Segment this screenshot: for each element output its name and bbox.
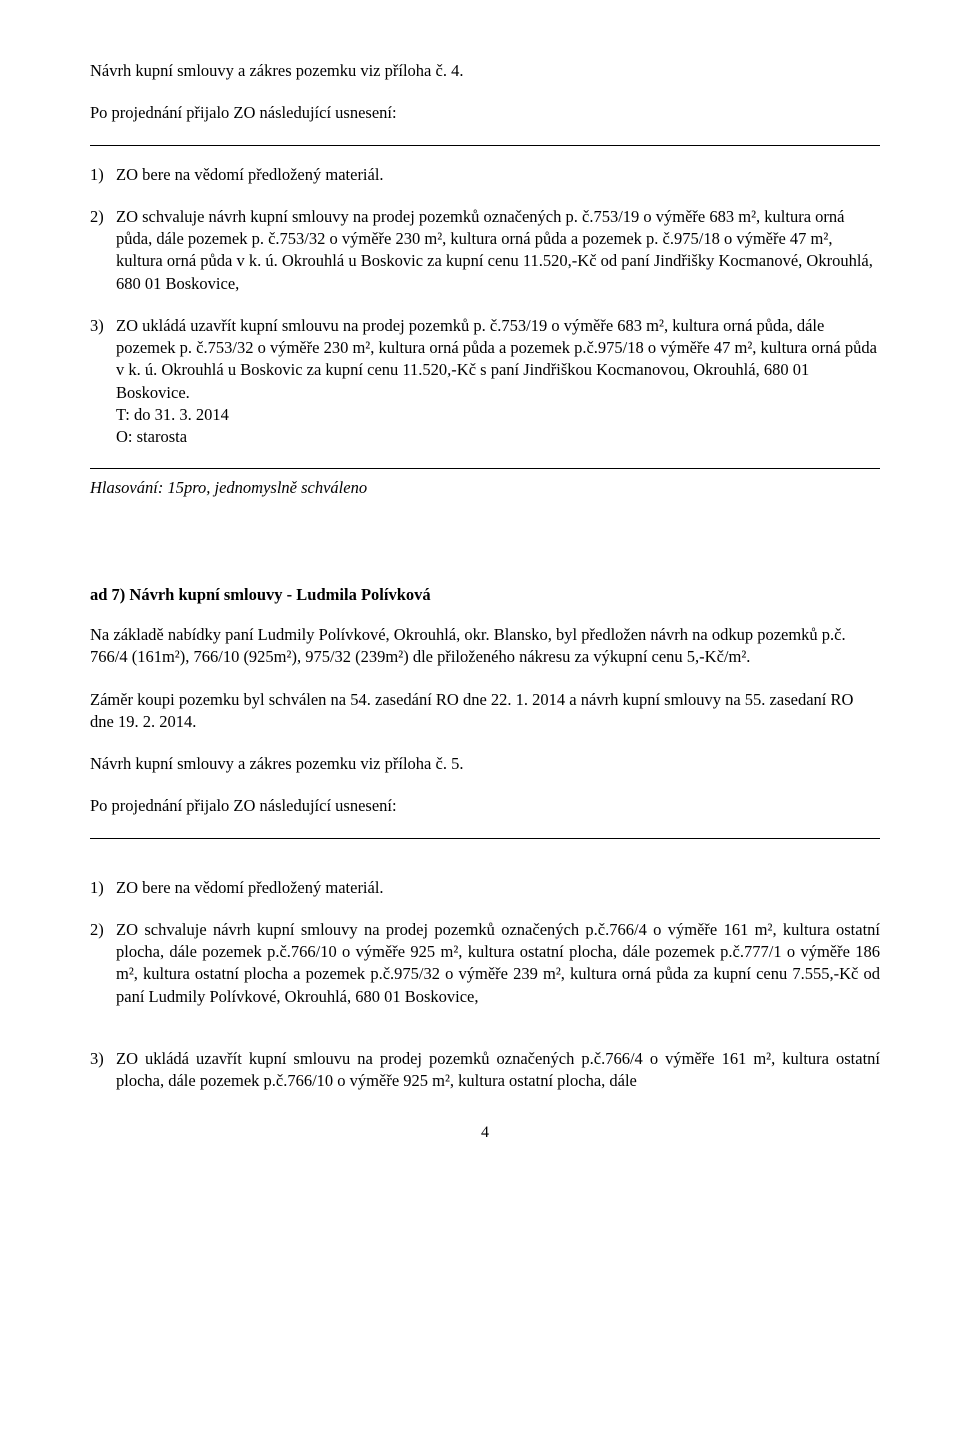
item-body: ZO ukládá uzavřít kupní smlouvu na prode… xyxy=(116,315,880,449)
item-owner: O: starosta xyxy=(116,427,187,446)
list-item: 3) ZO ukládá uzavřít kupní smlouvu na pr… xyxy=(90,315,880,449)
paragraph: Záměr koupi pozemku byl schválen na 54. … xyxy=(90,689,880,734)
item-body: ZO ukládá uzavřít kupní smlouvu na prode… xyxy=(116,1048,880,1093)
resolution-list: 1) ZO bere na vědomí předložený materiál… xyxy=(90,877,880,1008)
divider xyxy=(90,468,880,469)
divider xyxy=(90,838,880,839)
item-number: 3) xyxy=(90,315,116,449)
item-body: ZO bere na vědomí předložený materiál. xyxy=(116,877,880,899)
vote-result: Hlasování: 15pro, jednomyslně schváleno xyxy=(90,477,880,499)
item-body: ZO schvaluje návrh kupní smlouvy na prod… xyxy=(116,206,880,295)
item-body: ZO bere na vědomí předložený materiál. xyxy=(116,164,880,186)
paragraph: Po projednání přijalo ZO následující usn… xyxy=(90,102,880,124)
item-number: 1) xyxy=(90,164,116,186)
item-number: 2) xyxy=(90,919,116,1008)
paragraph: Na základě nabídky paní Ludmily Polívkov… xyxy=(90,624,880,669)
item-number: 3) xyxy=(90,1048,116,1093)
list-item: 2) ZO schvaluje návrh kupní smlouvy na p… xyxy=(90,206,880,295)
list-item: 1) ZO bere na vědomí předložený materiál… xyxy=(90,164,880,186)
item-text: ZO ukládá uzavřít kupní smlouvu na prode… xyxy=(116,316,877,402)
list-item: 1) ZO bere na vědomí předložený materiál… xyxy=(90,877,880,899)
item-number: 2) xyxy=(90,206,116,295)
item-deadline: T: do 31. 3. 2014 xyxy=(116,405,229,424)
item-number: 1) xyxy=(90,877,116,899)
item-body: ZO schvaluje návrh kupní smlouvy na prod… xyxy=(116,919,880,1008)
resolution-list: 1) ZO bere na vědomí předložený materiál… xyxy=(90,164,880,449)
paragraph: Návrh kupní smlouvy a zákres pozemku viz… xyxy=(90,60,880,82)
paragraph: Návrh kupní smlouvy a zákres pozemku viz… xyxy=(90,753,880,775)
paragraph: Po projednání přijalo ZO následující usn… xyxy=(90,795,880,817)
resolution-list: 3) ZO ukládá uzavřít kupní smlouvu na pr… xyxy=(90,1048,880,1093)
section-heading: ad 7) Návrh kupní smlouvy - Ludmila Polí… xyxy=(90,584,880,606)
list-item: 3) ZO ukládá uzavřít kupní smlouvu na pr… xyxy=(90,1048,880,1093)
divider xyxy=(90,145,880,146)
page-number: 4 xyxy=(90,1122,880,1144)
list-item: 2) ZO schvaluje návrh kupní smlouvy na p… xyxy=(90,919,880,1008)
